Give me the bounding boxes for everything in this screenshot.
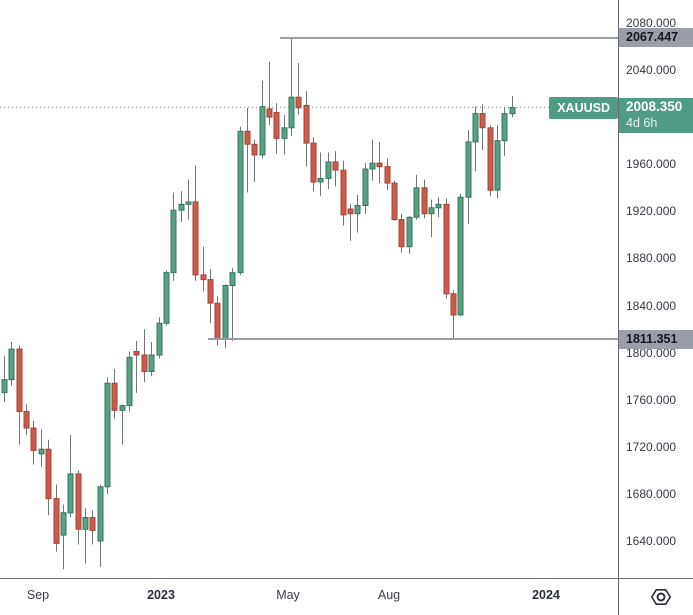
price-tick-label: 1640.000 — [626, 534, 677, 548]
level-price-label: 1811.351 — [619, 330, 693, 349]
candle — [494, 125, 501, 199]
candle — [362, 163, 369, 214]
candle — [288, 37, 295, 136]
candle — [384, 158, 391, 191]
price-axis-border — [618, 0, 619, 615]
candle — [148, 342, 155, 377]
candle — [509, 96, 516, 118]
price-tick-label: 1960.000 — [626, 157, 677, 171]
candle — [38, 429, 45, 467]
candle — [347, 204, 354, 241]
candle — [200, 246, 207, 292]
price-axis[interactable]: 2080.0002040.0002000.0001960.0001920.000… — [619, 0, 693, 578]
candle — [119, 404, 126, 445]
candle — [53, 484, 60, 552]
candle — [295, 63, 302, 115]
candle — [406, 216, 413, 254]
price-tick-label: 1720.000 — [626, 440, 677, 454]
last-price-label: 2008.350 4d 6h — [619, 98, 693, 133]
candle — [97, 484, 104, 567]
candle — [281, 114, 288, 155]
time-axis-border — [0, 578, 693, 579]
candle — [185, 179, 192, 220]
candle — [325, 152, 332, 189]
candle — [487, 125, 494, 197]
price-tick-label: 1920.000 — [626, 204, 677, 218]
candle — [303, 91, 310, 167]
candle — [369, 139, 376, 181]
candle — [67, 435, 74, 518]
candle — [428, 199, 435, 238]
candle — [457, 193, 464, 317]
candle — [501, 107, 508, 156]
candle — [259, 80, 266, 159]
candle — [450, 290, 457, 339]
candle — [16, 345, 23, 445]
level-price-label: 2067.447 — [619, 28, 693, 47]
candle — [273, 103, 280, 154]
candle — [354, 194, 361, 233]
time-tick-label: Aug — [377, 588, 401, 602]
candle — [391, 180, 398, 221]
candle — [237, 126, 244, 275]
candle — [465, 130, 472, 225]
candle — [376, 141, 383, 184]
candle — [244, 107, 251, 193]
candle — [30, 420, 37, 465]
axis-settings-corner[interactable] — [619, 579, 693, 615]
bar-countdown: 4d 6h — [626, 116, 658, 130]
candle — [398, 213, 405, 253]
candle — [266, 61, 273, 126]
candle — [8, 342, 15, 386]
candle — [421, 179, 428, 219]
price-tick-label: 1880.000 — [626, 251, 677, 265]
time-tick-label: May — [276, 588, 300, 602]
price-tick-label: 2080.000 — [626, 16, 677, 30]
candle — [60, 504, 67, 570]
price-tick-label: 1840.000 — [626, 299, 677, 313]
candle — [229, 267, 236, 341]
candle — [332, 151, 339, 187]
last-price-value: 2008.350 — [626, 99, 683, 114]
candle — [170, 192, 177, 281]
candle — [82, 508, 89, 564]
candle — [472, 106, 479, 172]
price-tick-label: 1800.000 — [626, 346, 677, 360]
time-tick-label: Sep — [26, 588, 50, 602]
candle — [45, 439, 52, 516]
price-tick-label: 2040.000 — [626, 63, 677, 77]
candle — [133, 340, 140, 393]
candle — [317, 152, 324, 197]
candle — [443, 198, 450, 299]
candle — [141, 329, 148, 383]
time-tick-label: 2023 — [147, 588, 175, 602]
candle — [178, 191, 185, 222]
candle — [340, 160, 347, 226]
chart-canvas[interactable] — [0, 0, 618, 578]
candle — [156, 317, 163, 359]
candle — [413, 174, 420, 220]
candle — [104, 377, 111, 494]
candle — [111, 369, 118, 419]
time-tick-label: 2024 — [532, 588, 560, 602]
candle — [479, 104, 486, 151]
symbol-price-tag: XAUUSD — [549, 97, 618, 119]
candle — [75, 470, 82, 545]
price-tick-label: 1760.000 — [626, 393, 677, 407]
candle — [435, 197, 442, 218]
candle — [251, 139, 258, 182]
candle — [163, 270, 170, 326]
candle — [1, 356, 8, 403]
candle — [207, 269, 214, 324]
time-axis[interactable]: Sep 2023 May Aug 2024 — [0, 579, 618, 615]
candle — [126, 351, 133, 412]
candle — [89, 510, 96, 545]
candle — [23, 404, 30, 435]
candle — [310, 137, 317, 192]
candle — [192, 165, 199, 281]
price-tick-label: 1680.000 — [626, 487, 677, 501]
instrument-settings-icon[interactable] — [650, 587, 672, 607]
